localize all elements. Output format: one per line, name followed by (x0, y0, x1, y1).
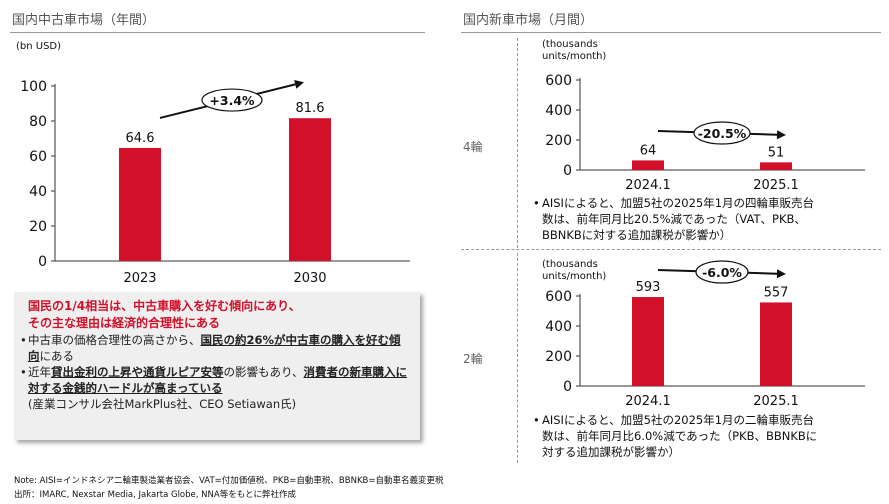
used-car-chart: 0 20 40 60 80 100 64.6 2023 81.6 2030 +3.4% (20, 79, 410, 286)
callout-heading-line1: 国民の1/4相当は、中古車購入を好む傾向にあり、 (28, 299, 301, 313)
bar-2023 (119, 147, 161, 261)
two-wheel-label: 2輪 (463, 352, 483, 366)
y-tick-label: 80 (29, 114, 47, 130)
x-tick-label: 2030 (293, 271, 326, 286)
growth-arrow-head (294, 80, 304, 89)
growth-badge-text: +3.4% (209, 93, 255, 108)
used-market-title: 国内中古車市場（年間） (12, 13, 156, 28)
x-tick-label: 2025.1 (753, 178, 799, 190)
data-label: 81.6 (296, 101, 325, 116)
new-market-title: 国内新車市場（月間） (463, 13, 594, 28)
used-unit-label: (bn USD) (16, 41, 62, 52)
bar-2024.1 (632, 160, 664, 170)
callout-source: (産業コンサル会社MarkPlus社、CEO Setiawan氏) (28, 397, 297, 411)
callout-heading-line2: その主な理由は経済的合理性にある (28, 316, 221, 330)
y-tick-label: 200 (545, 349, 572, 365)
y-tick-label: 0 (38, 254, 47, 270)
y-tick-label: 400 (545, 319, 572, 335)
footnote: Note: AISI=インドネシア二輪車製造業者協会、VAT=付加価値税、PKB… (14, 476, 444, 486)
callout-bullet-2: • 近年貸出金利の上昇や通貨ルピア安等の影響もあり、消費者の新車購入に対する金銭的… (20, 365, 408, 395)
data-label: 64 (640, 143, 657, 158)
four-wheel-note: • AISIによると、加盟5社の2025年1月の四輪車販売台 数は、前年同月比2… (533, 196, 815, 242)
growth-arrow-head (776, 130, 786, 140)
section-divider (461, 249, 881, 250)
x-tick-label: 2024.1 (625, 178, 671, 190)
x-tick-label: 2023 (123, 271, 156, 286)
growth-badge-text: -6.0% (702, 265, 742, 280)
data-label: 51 (768, 145, 785, 160)
growth-badge (695, 260, 749, 284)
growth-arrow-head (776, 269, 786, 279)
source-note: 出所：IMARC, Nexstar Media, Jakarta Globe, … (14, 490, 297, 500)
four-wheel-label: 4輪 (463, 140, 483, 154)
data-label: 593 (636, 280, 661, 295)
four-wheel-chart: 0 200 400 600 64 2024.1 51 2025.1 -20.5% (545, 73, 865, 190)
growth-badge-text: -20.5% (698, 126, 747, 141)
y-tick-label: 0 (563, 163, 572, 179)
bar-2024.1 (632, 297, 664, 386)
data-label: 64.6 (126, 131, 155, 146)
x-tick-label: 2024.1 (625, 394, 671, 409)
y-tick-label: 60 (29, 149, 47, 165)
bar-2025.1 (760, 162, 792, 170)
bar-2025.1 (760, 302, 792, 386)
y-tick-label: 600 (545, 289, 572, 305)
used-car-callout: 国民の1/4相当は、中古車購入を好む傾向にあり、 その主な理由は経済的合理性にあ… (14, 292, 420, 440)
y-tick-label: 40 (29, 184, 47, 200)
two-wheel-note: • AISIによると、加盟5社の2025年1月の二輪車販売台 数は、前年同月比6… (533, 413, 818, 459)
four-wheel-divider (517, 38, 518, 248)
new-title-rule (461, 32, 881, 33)
growth-badge (693, 121, 751, 145)
four-wheel-unit: (thousands units/month) (542, 39, 607, 62)
y-tick-label: 20 (29, 219, 47, 235)
bar-2030 (289, 118, 331, 261)
y-tick-label: 200 (545, 133, 572, 149)
y-tick-label: 100 (20, 79, 47, 95)
two-wheel-unit: (thousands units/month) (542, 259, 607, 282)
two-wheel-chart: 0 200 400 600 593 2024.1 557 2025.1 -6.0% (545, 260, 865, 409)
used-title-rule (10, 32, 425, 33)
y-tick-label: 400 (545, 103, 572, 119)
x-tick-label: 2025.1 (753, 394, 799, 409)
two-wheel-divider (517, 253, 518, 463)
callout-bullet-1: • 中古車の価格合理性の高さから、国民の約26%が中古車の購入を好む傾向にある (20, 333, 401, 363)
growth-badge (201, 88, 263, 112)
data-label: 557 (764, 285, 789, 300)
y-tick-label: 0 (563, 379, 572, 395)
y-tick-label: 600 (545, 73, 572, 89)
